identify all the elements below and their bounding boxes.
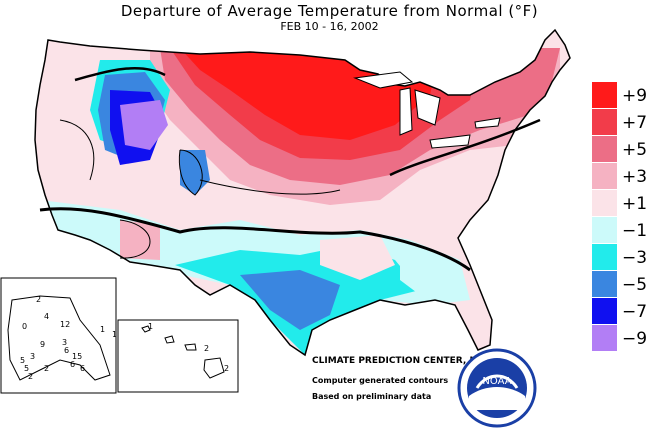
legend-label: +5 — [622, 140, 648, 160]
legend-label: +1 — [622, 194, 648, 214]
alaska-value-label: 5 — [24, 364, 30, 373]
alaska-value-label: 3 — [62, 338, 68, 347]
legend-swatch — [592, 271, 617, 297]
credit-contours: Computer generated contours — [312, 376, 449, 385]
legend-item: −1 — [592, 217, 659, 244]
legend-label: −5 — [622, 275, 648, 295]
us-outline — [34, 28, 571, 357]
alaska-value-label: 5 — [20, 356, 26, 365]
alaska-value-label: 9 — [40, 340, 46, 349]
alaska-value-label: 1 — [100, 325, 106, 334]
credit-data: Based on preliminary data — [312, 392, 432, 401]
legend-label: −9 — [622, 329, 648, 349]
hawaii-value-label: 1 — [148, 322, 154, 331]
legend-item: +9 — [592, 82, 659, 109]
legend-label: −1 — [622, 221, 648, 241]
map-title: Departure of Average Temperature from No… — [120, 2, 539, 20]
legend-swatch — [592, 217, 617, 243]
hawaii-value-label: 2 — [204, 344, 210, 353]
alaska-value-label: 4 — [44, 312, 50, 321]
alaska-value-label: 12 — [60, 320, 71, 329]
noaa-logo: NOAA — [457, 348, 537, 428]
legend-swatch — [592, 244, 617, 270]
alaska-value-label: 2 — [36, 295, 42, 304]
legend-swatch — [592, 82, 617, 108]
alaska-value-label: 3 — [30, 352, 36, 361]
legend-label: +7 — [622, 113, 648, 133]
legend-item: −3 — [592, 244, 659, 271]
legend-label: −3 — [622, 248, 648, 268]
alaska-value-label: 2 — [44, 364, 50, 373]
legend-label: −7 — [622, 302, 648, 322]
credit-center: CLIMATE PREDICTION CENTER, NOAA — [312, 356, 499, 366]
contour-lines — [39, 67, 541, 272]
legend-swatch — [592, 109, 617, 135]
noaa-logo-text: NOAA — [482, 376, 511, 387]
legend-label: +3 — [622, 167, 648, 187]
legend-item: −9 — [592, 325, 659, 352]
legend-item: +5 — [592, 136, 659, 163]
legend-swatch — [592, 298, 617, 324]
legend-item: −5 — [592, 271, 659, 298]
map-subtitle: FEB 10 - 16, 2002 — [280, 20, 379, 33]
legend-label: +9 — [622, 86, 648, 106]
alaska-value-label: 6 — [70, 360, 76, 369]
legend-item: +1 — [592, 190, 659, 217]
legend-swatch — [592, 325, 617, 351]
alaska-value-label: 1 — [112, 330, 118, 339]
legend-swatch — [592, 136, 617, 162]
legend-item: +7 — [592, 109, 659, 136]
alaska-outline — [7, 295, 111, 381]
hawaii-inset — [117, 319, 239, 393]
hawaii-value-label: 2 — [224, 364, 230, 373]
alaska-value-label: 6 — [64, 346, 70, 355]
hawaii-islands — [141, 325, 225, 379]
legend-item: −7 — [592, 298, 659, 325]
legend-swatch — [592, 163, 617, 189]
alaska-value-label: 2 — [28, 372, 34, 381]
legend-item: +3 — [592, 163, 659, 190]
alaska-value-label: 6 — [80, 364, 86, 373]
alaska-value-label: 15 — [72, 352, 83, 361]
great-lakes — [353, 71, 501, 149]
alaska-value-label: 0 — [22, 322, 28, 331]
legend-swatch — [592, 190, 617, 216]
